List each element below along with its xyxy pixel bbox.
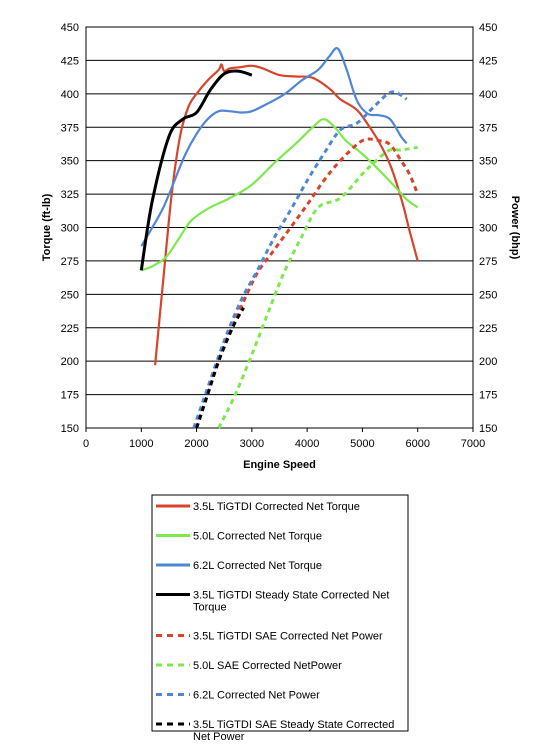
series-line-3 [140,47,408,247]
y-left-tick-label: 175 [61,390,79,402]
y-right-tick-label: 450 [479,22,497,34]
series-layer [139,47,420,429]
legend-entry: 3.5L TiGTDI SAE Corrected Net Power [193,631,383,643]
tick-labels: 150 150 175 175 200 200 225 225 250 250 275 275 300 3… [61,22,498,450]
legend-entry: 6.2L Corrected Net Torque [193,560,322,572]
y-left-tick-label: 250 [61,289,79,301]
x-tick-label: 1000 [129,438,153,450]
y-right-tick-label: 250 [479,289,497,301]
legend-entry: 3.5L TiGTDI Steady State Corrected Net To… [193,590,389,614]
y-left-tick-label: 225 [61,323,79,335]
y-left-tick-label: 350 [61,156,79,168]
y-right-tick-label: 400 [479,89,497,101]
y-left-tick-label: 325 [61,189,79,201]
x-axis-label: Engine Speed [243,459,316,471]
series-line-6 [217,145,418,429]
x-tick-label: 0 [83,438,89,450]
y-left-tick-label: 425 [61,55,79,67]
y-left-tick-label: 150 [61,423,79,435]
legend-entry: 6.2L Corrected Net Power [193,690,320,702]
x-tick-label: 3000 [240,438,264,450]
y-left-tick-label: 200 [61,356,79,368]
series-line-2 [140,118,419,272]
x-tick-label: 4000 [295,438,319,450]
y-left-tick-label: 275 [61,256,79,268]
y-left-tick-label: 400 [61,89,79,101]
y-right-tick-label: 425 [479,55,497,67]
series-line-7 [192,90,408,429]
y-left-tick-label: 450 [61,22,79,34]
y-right-tick-label: 175 [479,390,497,402]
y-right-tick-label: 200 [479,356,497,368]
y-left-tick-label: 300 [61,223,79,235]
y-right-tick-label: 275 [479,256,497,268]
y-axis-right-label: Power (bhp) [509,196,521,260]
legend-entry: 3.5L TiGTDI SAE Steady State Corrected Ne… [193,719,394,743]
legend-entry: 5.0L Corrected Net Torque [193,531,322,543]
y-right-tick-label: 375 [479,122,497,134]
legend: 3.5L TiGTDI Corrected Net Torque 5.0L Cor… [151,494,409,743]
y-axis-left-label: Torque (ft-lb) [41,193,53,261]
y-right-tick-label: 350 [479,156,497,168]
y-right-tick-label: 325 [479,189,497,201]
y-right-tick-label: 150 [479,423,497,435]
x-tick-label: 2000 [184,438,208,450]
series-line-8 [195,306,245,429]
y-left-tick-label: 375 [61,122,79,134]
legend-box [151,494,409,732]
x-tick-label: 6000 [405,438,429,450]
series-line-4 [139,69,253,271]
y-right-tick-label: 300 [479,223,497,235]
y-right-tick-label: 225 [479,323,497,335]
series-line-1 [154,63,419,366]
x-tick-label: 7000 [461,438,485,450]
plot-area [85,26,474,429]
x-tick-label: 5000 [350,438,374,450]
legend-entry: 5.0L SAE Corrected NetPower [193,660,342,672]
legend-entry: 3.5L TiGTDI Corrected Net Torque [193,501,360,513]
